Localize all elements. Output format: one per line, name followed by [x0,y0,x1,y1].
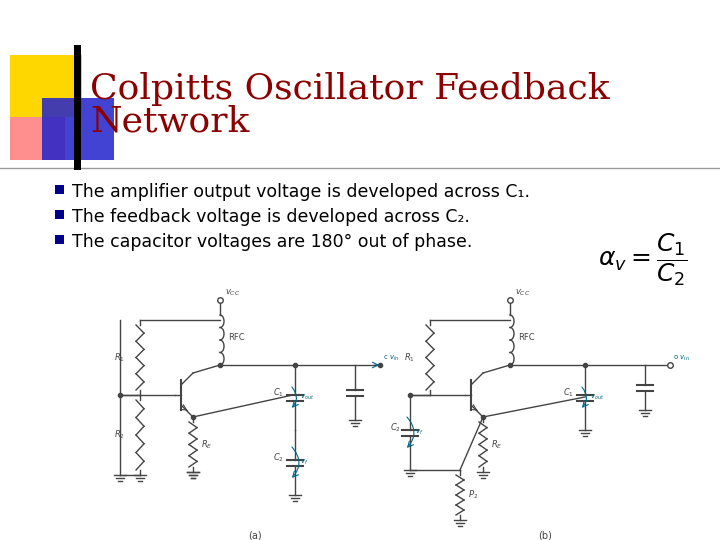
Text: $R_E$: $R_E$ [491,438,503,451]
Text: c $v_{in}$: c $v_{in}$ [383,354,400,363]
Text: RFC: RFC [518,334,535,342]
Text: o $v_{in}$: o $v_{in}$ [673,354,690,363]
Text: $v_{CC}$: $v_{CC}$ [225,287,240,298]
Text: $C_2$: $C_2$ [390,421,401,434]
Text: The feedback voltage is developed across C₂.: The feedback voltage is developed across… [72,208,470,226]
Bar [55,235,64,244]
Text: $R_E$: $R_E$ [201,438,212,451]
Text: Network: Network [90,105,249,139]
Text: $v_f$: $v_f$ [415,428,423,437]
Text: (a): (a) [248,530,262,540]
Bar [55,185,64,194]
Text: The amplifier output voltage is developed across C₁.: The amplifier output voltage is develope… [72,183,530,201]
Bar [74,45,81,170]
Text: The capacitor voltages are 180° out of phase.: The capacitor voltages are 180° out of p… [72,233,472,251]
Text: $R_1$: $R_1$ [114,351,125,364]
Text: RFC: RFC [228,334,245,342]
Bar [10,95,65,160]
Bar [42,98,114,160]
Text: $v_{out}$: $v_{out}$ [300,393,315,402]
Bar [55,210,64,219]
Text: $C_1$: $C_1$ [273,386,284,399]
Text: $C_1$: $C_1$ [563,386,574,399]
Text: $\alpha_v = \dfrac{C_1}{C_2}$: $\alpha_v = \dfrac{C_1}{C_2}$ [598,232,688,288]
Text: Colpitts Oscillator Feedback: Colpitts Oscillator Feedback [90,72,610,106]
Text: $v_{CC}$: $v_{CC}$ [515,287,530,298]
Text: $C_2$: $C_2$ [273,451,284,464]
Bar [10,55,82,117]
Text: $R_1$: $R_1$ [404,351,415,364]
Text: (b): (b) [538,530,552,540]
Text: $v_f$: $v_f$ [300,458,308,467]
Text: $v_{out}$: $v_{out}$ [590,393,604,402]
Text: $P_2$: $P_2$ [468,489,478,501]
Text: $R_2$: $R_2$ [114,429,125,441]
